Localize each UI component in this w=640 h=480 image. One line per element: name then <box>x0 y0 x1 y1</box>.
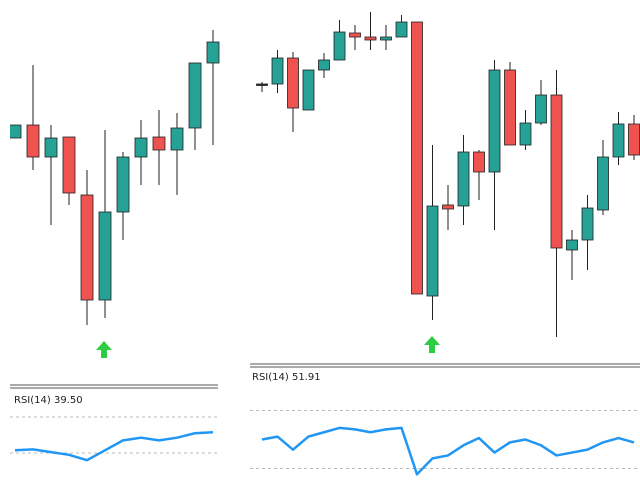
candle-body <box>426 205 439 297</box>
candle-body <box>473 151 485 173</box>
panel <box>10 30 220 462</box>
candle-body <box>519 122 532 146</box>
signal-arrow <box>424 336 440 353</box>
panel <box>250 12 640 476</box>
indicator-title: RSI(14) 39.50 <box>14 395 83 406</box>
candle-body <box>411 21 423 295</box>
candle-body <box>349 32 361 38</box>
candle-body <box>442 204 454 210</box>
candle-body <box>44 137 58 158</box>
candle-body <box>98 211 112 301</box>
candle-body <box>395 21 408 38</box>
candle-body <box>134 137 148 158</box>
candle-body <box>62 136 76 194</box>
candle-body <box>188 62 202 129</box>
candle-body <box>80 194 94 301</box>
candle-body <box>271 57 284 85</box>
candle-body <box>206 41 220 64</box>
rsi-line <box>261 426 635 476</box>
candle-body <box>256 83 268 86</box>
signal-arrow <box>96 341 112 358</box>
candle-body <box>302 69 315 111</box>
candle-body <box>628 123 640 156</box>
candle-body <box>535 94 547 124</box>
candle-body <box>566 239 578 251</box>
candle-body <box>504 69 516 146</box>
candle-body <box>550 94 563 249</box>
candle-body <box>612 123 625 158</box>
right-separator <box>250 363 640 368</box>
candle-body <box>318 59 330 71</box>
candle-body <box>287 57 299 109</box>
candle-body <box>26 124 40 158</box>
candle-body <box>380 36 392 41</box>
candle-body <box>170 127 184 151</box>
candle-body <box>364 36 377 41</box>
rsi-line <box>14 431 214 462</box>
candle-body <box>488 69 501 173</box>
candle-body <box>152 136 166 151</box>
left-separator <box>10 384 218 389</box>
candle-body <box>581 207 594 241</box>
candle-body <box>597 156 609 211</box>
candle-body <box>116 156 130 213</box>
candle-body <box>457 151 470 207</box>
indicator-title: RSI(14) 51.91 <box>252 372 321 383</box>
candle-body <box>333 31 346 61</box>
candle-body <box>10 124 22 139</box>
